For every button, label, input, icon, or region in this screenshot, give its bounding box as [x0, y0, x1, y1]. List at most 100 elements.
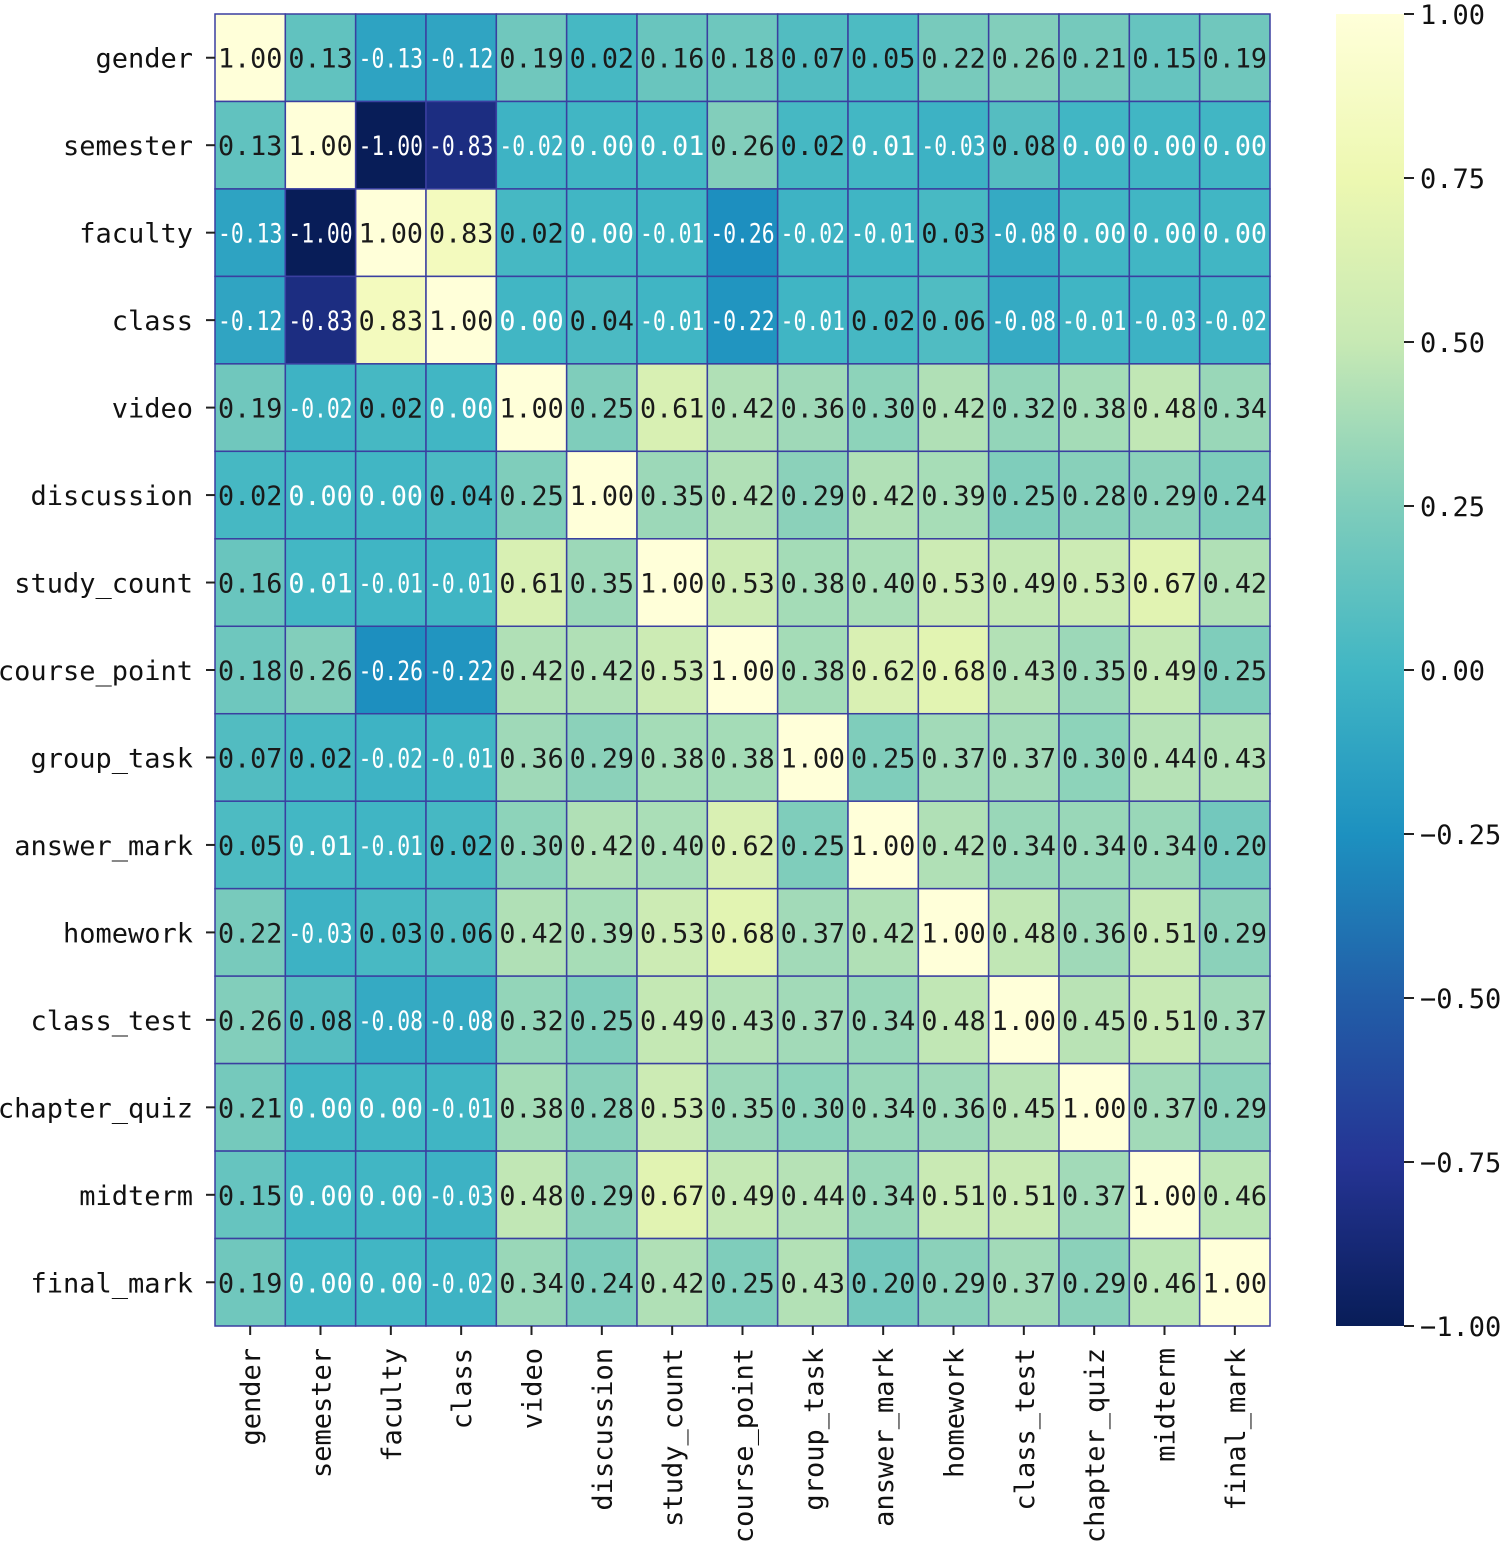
heatmap-cell: [214, 363, 287, 453]
heatmap-cell-label: 0.53: [640, 918, 704, 949]
heatmap-cell: [706, 712, 779, 802]
heatmap-cell: [987, 1237, 1060, 1327]
heatmap-cell-label: 0.00: [288, 1268, 352, 1299]
heatmap-cell-label: 0.35: [570, 569, 634, 600]
heatmap-cell-label: -0.01: [640, 306, 704, 337]
heatmap-cell-label: 0.01: [851, 131, 915, 162]
heatmap-cell: [706, 13, 779, 103]
heatmap-cell: [565, 275, 638, 365]
heatmap-cell: [847, 450, 920, 540]
heatmap-cell: [1058, 450, 1131, 540]
heatmap-cell-label: 0.02: [499, 219, 563, 250]
heatmap-cell-label: 0.05: [851, 44, 915, 75]
heatmap-cell-label: -0.01: [429, 743, 493, 774]
heatmap-cell-label: 0.43: [1203, 743, 1267, 774]
y-tick-label: group_task: [30, 743, 193, 774]
heatmap-cell-label: 0.02: [218, 481, 282, 512]
heatmap-cell: [776, 450, 849, 540]
heatmap-cell: [284, 100, 357, 190]
heatmap-cell-label: 0.34: [1203, 394, 1267, 425]
y-tick-label: course_point: [0, 656, 193, 687]
heatmap-cell-label: 0.49: [710, 1181, 774, 1212]
heatmap-cell-label: 0.40: [851, 569, 915, 600]
heatmap-cell: [706, 1062, 779, 1152]
heatmap-cell-label: 0.02: [288, 743, 352, 774]
heatmap-cell-label: 0.01: [640, 131, 704, 162]
heatmap-cell-label: 0.51: [1132, 1006, 1196, 1037]
heatmap-cell-label: 0.26: [288, 656, 352, 687]
heatmap-cell: [847, 363, 920, 453]
heatmap-cell: [1058, 975, 1131, 1065]
heatmap-cell: [636, 712, 709, 802]
heatmap-cell-label: -0.01: [640, 219, 704, 250]
heatmap-cell: [987, 538, 1060, 628]
x-tick-label: final_mark: [1221, 1348, 1252, 1511]
heatmap-cell: [706, 363, 779, 453]
heatmap-cell: [847, 1237, 920, 1327]
heatmap-cell-label: 0.00: [1203, 219, 1267, 250]
colorbar: 1.00 0.75 0.50 0.25 0.00 −0.25 −0.50 −0.75 −1.00: [1336, 0, 1501, 1343]
heatmap-cell-label: 0.44: [781, 1181, 845, 1212]
y-tick-label: chapter_quiz: [0, 1093, 193, 1124]
heatmap-cell-label: 0.03: [921, 219, 985, 250]
heatmap-cell-label: 0.48: [499, 1181, 563, 1212]
x-tick-label: midterm: [1151, 1348, 1182, 1462]
heatmap-cell: [636, 625, 709, 715]
y-tick-label: answer_mark: [14, 831, 193, 862]
heatmap-cell: [1058, 100, 1131, 190]
heatmap-cell: [495, 538, 568, 628]
heatmap-cell-label: 1.00: [1062, 1093, 1126, 1124]
heatmap-cell-label: -0.03: [288, 918, 352, 949]
heatmap-cell-label: 0.00: [1062, 131, 1126, 162]
colorbar-tick-label: 0.00: [1420, 656, 1485, 687]
heatmap-cell-label: -0.03: [1132, 306, 1196, 337]
heatmap-cell-label: 0.37: [1062, 1181, 1126, 1212]
heatmap-cell-label: 0.37: [992, 1268, 1056, 1299]
heatmap-cell: [847, 800, 920, 890]
heatmap-cell-label: 1.00: [1203, 1268, 1267, 1299]
heatmap-cell: [1128, 625, 1201, 715]
heatmap-cell-label: 0.29: [1203, 1093, 1267, 1124]
heatmap-cell-label: 0.19: [218, 1268, 282, 1299]
heatmap-cell: [284, 625, 357, 715]
heatmap-cell: [636, 538, 709, 628]
heatmap-cell-label: 0.20: [851, 1268, 915, 1299]
heatmap-cell: [987, 800, 1060, 890]
heatmap-cell: [847, 975, 920, 1065]
heatmap-cell: [636, 188, 709, 278]
heatmap-cell-label: -0.01: [851, 219, 915, 250]
heatmap-cell-label: 0.39: [921, 481, 985, 512]
heatmap-cell-label: 0.04: [429, 481, 493, 512]
heatmap-cell-label: 0.43: [781, 1268, 845, 1299]
heatmap-cell-label: 0.00: [359, 1181, 423, 1212]
heatmap-cell: [425, 712, 498, 802]
heatmap-cell-label: 0.02: [851, 306, 915, 337]
x-tick-label: group_task: [799, 1348, 830, 1511]
heatmap-cell-label: 0.35: [1062, 656, 1126, 687]
heatmap-cell: [706, 800, 779, 890]
heatmap-cell-label: 0.28: [570, 1093, 634, 1124]
heatmap-cell-label: 0.46: [1203, 1181, 1267, 1212]
heatmap-cell-label: -0.08: [992, 306, 1056, 337]
heatmap-cell: [987, 975, 1060, 1065]
heatmap-cell: [776, 1062, 849, 1152]
heatmap-cell: [987, 712, 1060, 802]
heatmap-cell-label: 0.13: [218, 131, 282, 162]
heatmap-cell: [847, 275, 920, 365]
heatmap-cell: [1128, 275, 1201, 365]
heatmap-cell: [1198, 887, 1271, 977]
heatmap-cell: [425, 800, 498, 890]
heatmap-cell-label: 0.36: [921, 1093, 985, 1124]
heatmap-cell: [354, 1062, 427, 1152]
heatmap-cell-label: 0.29: [1062, 1268, 1126, 1299]
heatmap-cell: [917, 1062, 990, 1152]
heatmap-cell: [1058, 887, 1131, 977]
heatmap-cells: [214, 13, 1271, 1327]
heatmap-cell: [425, 363, 498, 453]
heatmap-cell-label: 0.42: [710, 394, 774, 425]
x-tick-label: gender: [236, 1348, 267, 1446]
heatmap-cell-label: 0.21: [218, 1093, 282, 1124]
heatmap-cell-label: 0.53: [1062, 569, 1126, 600]
heatmap-cell-label: 0.45: [1062, 1006, 1126, 1037]
heatmap-cell-label: -0.26: [359, 656, 423, 687]
